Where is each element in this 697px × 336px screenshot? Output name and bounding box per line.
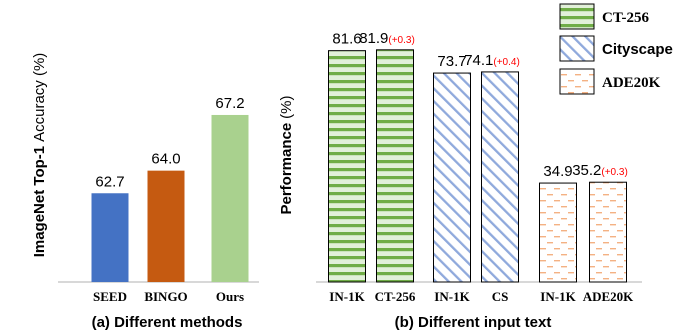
bar-bingo [147, 170, 185, 282]
category-label: ADE20K [583, 289, 634, 304]
bar-ours [211, 114, 249, 283]
category-label: SEED [93, 289, 127, 304]
category-label: IN-1K [329, 289, 365, 304]
bar-ade20k [589, 181, 627, 283]
legend-swatch [559, 3, 595, 30]
bar-ct-256 [376, 49, 414, 283]
gain-label: (+0.4) [493, 57, 519, 68]
category-label: IN-1K [434, 289, 470, 304]
legend-label: CT-256 [602, 10, 649, 26]
category-label: CS [492, 289, 509, 304]
bar-seed [91, 193, 129, 282]
legend-label: Cityscape [602, 41, 673, 58]
panel-b-legend: CT-256 Cityscape ADE20K [559, 3, 673, 95]
bar-cs [481, 71, 519, 283]
gain-label: (+0.3) [601, 167, 627, 178]
bar-value-label: 73.7 [437, 53, 466, 70]
bar-value-label: 34.9 [543, 163, 572, 180]
panel-b-caption: (b) Different input text [395, 314, 552, 331]
panel-b-chart: Performance(%) (b) Different input text … [278, 3, 673, 331]
bar-value-label: 62.7 [95, 173, 124, 190]
panel-b-y-axis-label: Performance(%) [278, 95, 295, 214]
panel-a-caption: (a) Different methods [92, 314, 243, 331]
bar-in-1k [328, 50, 366, 283]
bar-value-label: 81.9(+0.3) [359, 30, 415, 47]
category-label: IN-1K [540, 289, 576, 304]
legend-label: ADE20K [602, 75, 661, 91]
bar-value-label: 74.1(+0.4) [464, 52, 520, 69]
category-label: CT-256 [375, 289, 416, 304]
bar-value-label: 64.0 [151, 151, 180, 168]
category-label: BINGO [144, 289, 187, 304]
category-label: Ours [216, 289, 244, 304]
legend-swatch [559, 68, 595, 95]
bar-in-1k [433, 72, 471, 283]
legend-swatch [559, 35, 595, 62]
panel-a-y-axis-label: ImageNet Top-1Accuracy (%) [31, 53, 48, 258]
bar-value-label: 67.2 [215, 95, 244, 112]
bar-in-1k [539, 182, 577, 283]
panel-a-chart: ImageNet Top-1Accuracy (%) (a) Different… [31, 53, 259, 331]
bar-value-label: 81.6 [332, 31, 361, 48]
bar-value-label: 35.2(+0.3) [572, 162, 628, 179]
gain-label: (+0.3) [388, 35, 414, 46]
